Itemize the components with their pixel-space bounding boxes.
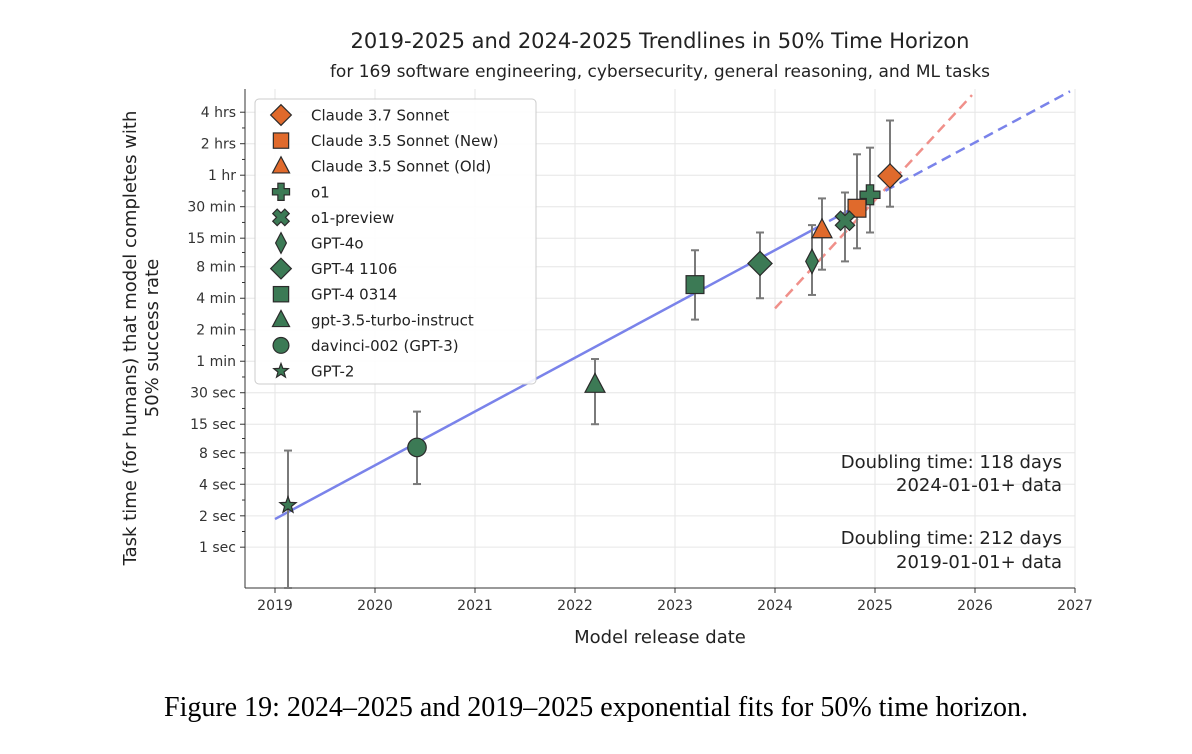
point-gpt-2: [278, 495, 298, 514]
y-tick-label-1-sec: 1 sec: [199, 540, 236, 556]
x-tick-label-2027: 2027: [1057, 598, 1093, 614]
legend-label-claude-3-5-sonnet-old: Claude 3.5 Sonnet (Old): [311, 158, 491, 176]
legend-item-gpt-2: GPT-2: [272, 361, 354, 381]
y-tick-label-30-min: 30 min: [187, 200, 236, 216]
legend-marker-gpt-4-1106-icon: [269, 257, 293, 280]
y-tick-label-30-sec: 30 sec: [190, 386, 236, 402]
y-axis-label-line-2: 50% success rate: [142, 259, 163, 417]
doubling-2024-data-text: 2024-01-01+ data: [896, 475, 1062, 496]
legend-marker-claude-3-5-sonnet-old-icon: [271, 155, 291, 174]
legend-label-o1: o1: [311, 183, 330, 201]
legend-box: [254, 98, 537, 385]
legend-marker-davinci-002-gpt-3-icon: [272, 336, 290, 354]
legend-item-o1-preview: o1-preview: [271, 208, 394, 227]
legend-marker-gpt-4-0314-icon: [272, 285, 290, 303]
y-tick-label-8-min: 8 min: [196, 260, 236, 276]
y-tick-label-1-min: 1 min: [196, 354, 236, 370]
x-tick-label-2026: 2026: [957, 598, 993, 614]
chart-title: 2019-2025 and 2024-2025 Trendlines in 50…: [351, 29, 970, 53]
y-tick-label-4-hrs: 4 hrs: [201, 105, 236, 121]
y-tick-label-8-sec: 8 sec: [199, 446, 236, 462]
legend-label-gpt-4o: GPT-4o: [311, 235, 364, 253]
point-o1-preview: [834, 210, 856, 232]
legend: Claude 3.7 Sonnet Claude 3.5 Sonnet (New)…: [254, 98, 537, 385]
x-tick-label-2021: 2021: [457, 598, 493, 614]
legend-item-o1: o1: [271, 182, 330, 201]
legend-label-claude-3-7-sonnet: Claude 3.7 Sonnet: [311, 107, 449, 125]
legend-label-gpt-3-5-turbo-instruct: gpt-3.5-turbo-instruct: [311, 311, 474, 329]
x-ticks: 2019 2020 2021 2022 2023 2024 2025 2026 2027: [257, 588, 1093, 614]
legend-label-gpt-2: GPT-2: [311, 363, 354, 381]
doubling-annotation-2024: Doubling time: 118 days 2024-01-01+ data: [841, 452, 1062, 496]
x-tick-label-2025: 2025: [857, 598, 893, 614]
point-gpt-4-0314: [685, 275, 705, 295]
legend-marker-gpt-4o-icon: [274, 231, 288, 255]
doubling-time-118-text: Doubling time: 118 days: [841, 452, 1062, 473]
point-claude-3-5-sonnet-old: [811, 217, 833, 239]
y-tick-label-4-min: 4 min: [196, 291, 236, 307]
chart-subtitle: for 169 software engineering, cybersecur…: [330, 62, 990, 82]
legend-item-davinci-002-gpt-3: davinci-002 (GPT-3): [272, 336, 459, 355]
legend-marker-o1-preview-icon: [271, 208, 291, 227]
figure-caption: Figure 19: 2024–2025 and 2019–2025 expon…: [164, 692, 1028, 723]
x-axis-label: Model release date: [574, 627, 746, 648]
legend-item-claude-3-5-sonnet-old: Claude 3.5 Sonnet (Old): [271, 155, 491, 176]
y-tick-label-2-hrs: 2 hrs: [201, 137, 236, 153]
doubling-time-212-text: Doubling time: 212 days: [841, 528, 1062, 549]
data-points: [278, 163, 903, 514]
point-gpt-4o: [805, 248, 819, 275]
x-tick-label-2020: 2020: [357, 598, 393, 614]
point-gpt-3-5-turbo-instruct: [584, 372, 606, 393]
point-gpt-4-1106: [747, 250, 773, 277]
legend-marker-claude-3-7-sonnet-icon: [269, 103, 293, 127]
legend-label-davinci-002-gpt-3: davinci-002 (GPT-3): [311, 337, 459, 355]
point-davinci-002-gpt-3: [407, 437, 427, 458]
legend-label-o1-preview: o1-preview: [311, 209, 394, 227]
legend-item-claude-3-5-sonnet-new: Claude 3.5 Sonnet (New): [272, 132, 499, 150]
y-tick-label-1-hr: 1 hr: [208, 168, 236, 184]
x-tick-label-2019: 2019: [257, 598, 293, 614]
y-axis-label: Task time (for humans) that model comple…: [120, 111, 163, 567]
trendline-2019-solid: [274, 227, 816, 521]
x-tick-label-2024: 2024: [757, 598, 793, 614]
doubling-annotation-2019: Doubling time: 212 days 2019-01-01+ data: [841, 528, 1062, 573]
y-tick-label-2-min: 2 min: [196, 323, 236, 339]
legend-label-claude-3-5-sonnet-new: Claude 3.5 Sonnet (New): [311, 132, 499, 150]
legend-marker-claude-3-5-sonnet-new-icon: [272, 132, 290, 149]
y-tick-label-2-sec: 2 sec: [199, 509, 236, 525]
x-tick-label-2023: 2023: [657, 598, 693, 614]
legend-marker-gpt-3-5-turbo-instruct-icon: [271, 309, 291, 328]
axes: [244, 89, 1075, 589]
error-bars: [284, 119, 894, 589]
legend-item-gpt-4-1106: GPT-4 1106: [269, 257, 397, 280]
error-bar-o1-preview: [841, 191, 849, 263]
point-claude-3-5-sonnet-new: [847, 198, 867, 218]
y-tick-label-15-min: 15 min: [187, 231, 236, 247]
legend-label-gpt-4-0314: GPT-4 0314: [311, 286, 397, 304]
legend-label-gpt-4-1106: GPT-4 1106: [311, 260, 397, 278]
point-claude-3-7-sonnet: [877, 163, 903, 189]
legend-item-gpt-3-5-turbo-instruct: gpt-3.5-turbo-instruct: [271, 309, 474, 329]
y-ticks: 4 hrs 2 hrs 1 hr 30 min 15 min 8 min 4 min 2 mi…: [187, 105, 245, 556]
legend-marker-o1-icon: [271, 182, 291, 201]
y-tick-label-4-sec: 4 sec: [199, 477, 236, 493]
legend-marker-gpt-2-icon: [272, 361, 290, 379]
error-bar-gpt-2: [284, 449, 292, 589]
legend-item-claude-3-7-sonnet: Claude 3.7 Sonnet: [269, 103, 449, 127]
point-o1: [859, 184, 881, 206]
y-tick-label-15-sec: 15 sec: [190, 417, 236, 433]
trendline-chart: 2019-2025 and 2024-2025 Trendlines in 50…: [120, 29, 1093, 648]
y-axis-label-line-1: Task time (for humans) that model comple…: [120, 111, 141, 567]
x-tick-label-2022: 2022: [557, 598, 593, 614]
legend-item-gpt-4o: GPT-4o: [274, 231, 364, 255]
legend-item-gpt-4-0314: GPT-4 0314: [272, 285, 397, 304]
doubling-2019-data-text: 2019-01-01+ data: [896, 552, 1062, 573]
